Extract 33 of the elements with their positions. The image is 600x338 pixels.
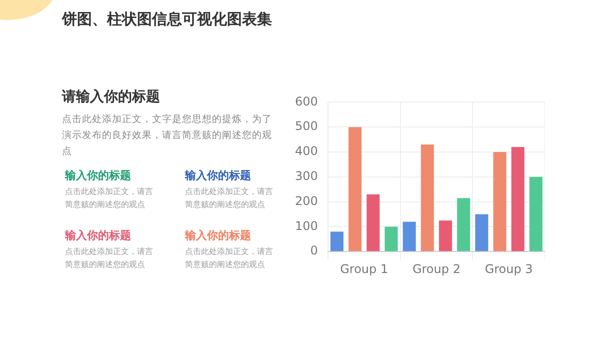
text: 点击此处添加正文，请言简意赅的阐述您的观点 (185, 186, 274, 211)
bar (493, 152, 506, 252)
text: 点击此处添加正文，请言简意赅的阐述您的观点 (65, 246, 154, 271)
x-tick-label: Group 1 (340, 262, 388, 276)
y-tick-label: 600 (295, 94, 318, 108)
bar (384, 226, 398, 252)
text: 点击此处添加正文，请言简意赅的阐述您的观点 (185, 246, 274, 271)
text: 输入你的标题 (65, 168, 132, 183)
x-tick-label: Group 3 (484, 262, 533, 276)
bar (457, 198, 470, 252)
text: 饼图、柱状图信息可视化图表集 (62, 10, 272, 29)
y-tick-label: 100 (295, 218, 318, 233)
y-tick-label: 200 (295, 194, 318, 208)
bar (402, 222, 416, 252)
bar (438, 220, 452, 252)
text: 输入你的标题 (65, 228, 132, 243)
y-tick-label: 500 (295, 119, 318, 134)
bar (348, 127, 362, 252)
bar (420, 144, 434, 252)
text: 请输入你的标题 (62, 88, 160, 106)
y-tick-label: 0 (310, 244, 318, 258)
bar (475, 214, 488, 252)
bar (511, 147, 524, 252)
text: 点击此处添加正文，文字是您思想的提炼，为了演示发布的良好效果，请言简意赅的阐述您的观点 (62, 113, 273, 159)
text: 点击此处添加正文，请言简意赅的阐述您的观点 (65, 186, 154, 211)
y-tick-label: 400 (295, 144, 318, 158)
y-tick-label: 300 (295, 169, 318, 184)
x-tick-label: Group 2 (412, 262, 460, 276)
text: 输入你的标题 (185, 168, 252, 183)
bar (529, 176, 542, 252)
bar (366, 194, 380, 252)
text: 输入你的标题 (185, 228, 252, 243)
bar (330, 232, 344, 252)
